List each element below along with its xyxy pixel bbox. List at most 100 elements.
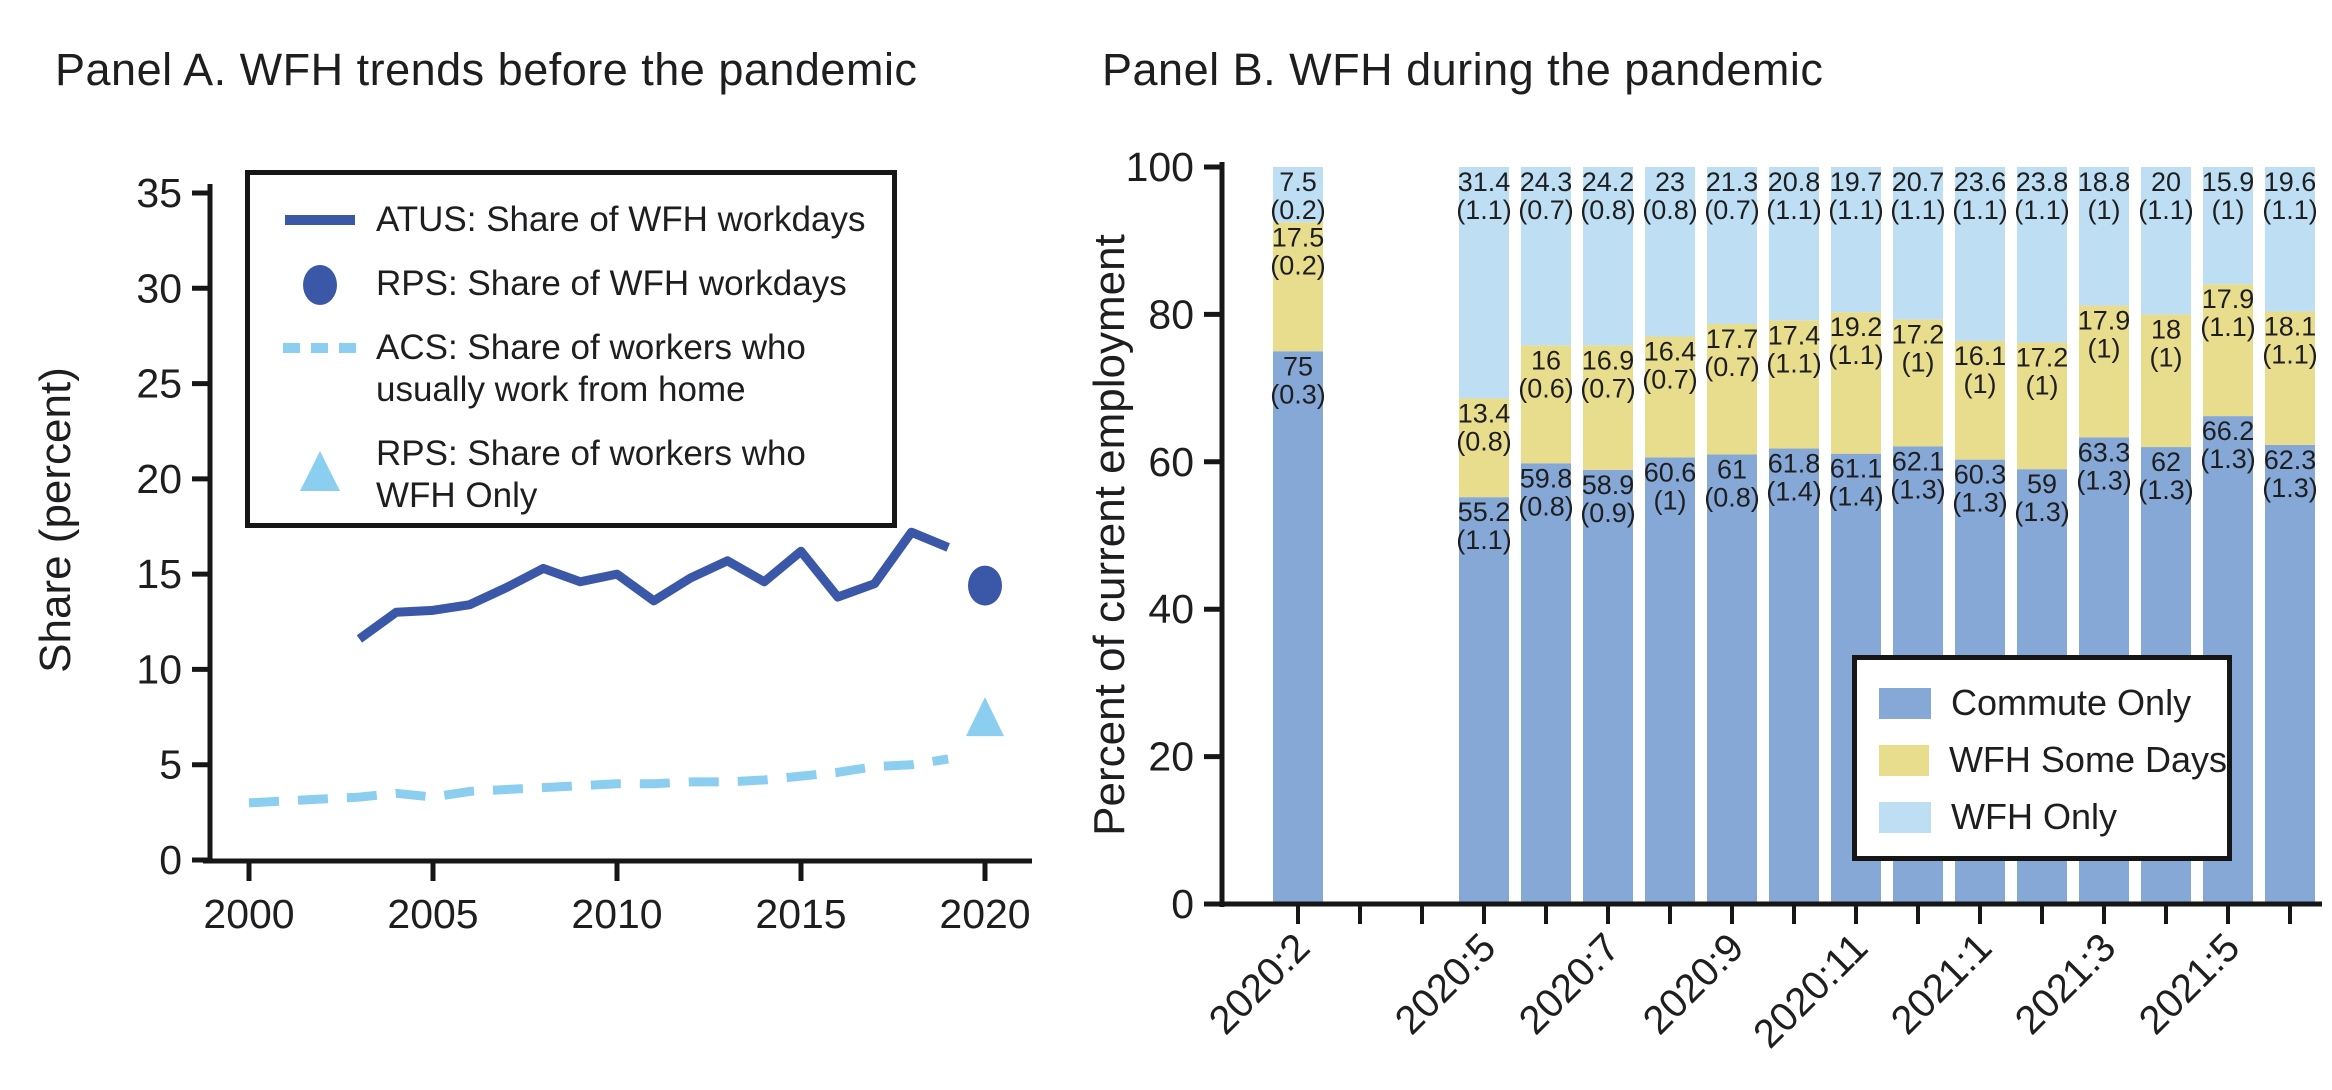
panel-b-x-tick-label: 2020:7 <box>1511 925 1629 1043</box>
bar-value-label: 58.9 <box>1582 470 1635 500</box>
bar-se-label: (1) <box>1902 348 1935 378</box>
bar-value-label: 62.3 <box>2264 445 2317 475</box>
bar-se-label: (1) <box>2150 342 2183 372</box>
panel-a-title: Panel A. WFH trends before the pandemic <box>55 44 918 95</box>
bar-se-label: (1.4) <box>1766 477 1822 507</box>
bar-se-label: (0.8) <box>1456 426 1512 456</box>
bar-se-label: (0.9) <box>1580 498 1636 528</box>
bar-value-label: 60.3 <box>1954 460 2007 490</box>
legend-item-wfh-some-days: WFH Some Days <box>1879 739 2227 781</box>
legend-item-commute-only: Commute Only <box>1879 682 2227 724</box>
bar-value-label: 31.4 <box>1458 167 1511 197</box>
bar-segment-wfh-some-days <box>1459 398 1509 498</box>
bar-value-label: 17.7 <box>1706 324 1759 354</box>
panel-a-y-tick-label: 0 <box>159 837 182 883</box>
bar-se-label: (1) <box>2212 195 2245 225</box>
bar-value-label: 19.7 <box>1830 167 1883 197</box>
bar-se-label: (0.8) <box>1580 195 1636 225</box>
legend-item-atus: ATUS: Share of WFH workdays <box>264 199 882 241</box>
bar-value-label: 16 <box>1531 345 1561 375</box>
bar-segment-wfh-some-days <box>1645 336 1695 458</box>
panel-b-title: Panel B. WFH during the pandemic <box>1102 44 1824 95</box>
panel-a-y-tick-label: 15 <box>136 551 182 597</box>
panel-b-y-tick-label: 60 <box>1148 439 1194 485</box>
panel-b-y-tick-label: 80 <box>1148 291 1194 337</box>
panel-a-y-tick-label: 25 <box>136 361 182 407</box>
bar-se-label: (1) <box>2088 334 2121 364</box>
bar-value-label: 23.8 <box>2016 167 2069 197</box>
bar-segment-wfh-some-days <box>1521 345 1571 464</box>
bar-segment-wfh-some-days <box>2017 342 2067 470</box>
bar-value-label: 63.3 <box>2078 437 2131 467</box>
bar-value-label: 13.4 <box>1458 398 1511 428</box>
bar-value-label: 66.2 <box>2202 416 2255 446</box>
rps-circle-marker <box>968 565 1002 606</box>
panel-a-x-tick-label: 2015 <box>755 891 846 937</box>
bar-se-label: (0.2) <box>1270 250 1326 280</box>
bar-value-label: 61.1 <box>1830 454 1883 484</box>
bar-value-label: 17.2 <box>2016 342 2069 372</box>
bar-se-label: (1.1) <box>2200 312 2256 342</box>
bar-value-label: 20.7 <box>1892 167 1945 197</box>
legend-item-label: WFH Only <box>1951 796 2117 837</box>
bar-segment-wfh-some-days <box>1707 323 1757 455</box>
panel-b-x-tick-label: 2020:11 <box>1745 925 1876 1056</box>
bar-segment-commute-only <box>1273 351 1323 904</box>
bar-se-label: (0.8) <box>1704 482 1760 512</box>
bar-segment-wfh-some-days <box>1831 312 1881 454</box>
bar-segment-wfh-some-days <box>1893 319 1943 447</box>
bar-value-label: 17.9 <box>2202 284 2255 314</box>
bar-segment-commute-only <box>1769 448 1819 904</box>
bar-value-label: 18.8 <box>2078 167 2131 197</box>
bar-se-label: (0.7) <box>1518 195 1574 225</box>
panel-a-y-tick-label: 30 <box>136 265 182 311</box>
bar-value-label: 17.4 <box>1768 320 1821 350</box>
bar-value-label: 15.9 <box>2202 167 2255 197</box>
legend-item-rps-circle: RPS: Share of WFH workdays <box>264 263 882 305</box>
panel-a-x-tick-label: 2000 <box>203 891 294 937</box>
legend-item-label: WFH Only <box>376 476 538 515</box>
bar-value-label: 16.9 <box>1582 345 1635 375</box>
bar-se-label: (1) <box>1964 369 1997 399</box>
bar-value-label: 17.2 <box>1892 320 1945 350</box>
bar-value-label: 61.8 <box>1768 449 1821 479</box>
bar-segment-wfh-only <box>1707 167 1757 324</box>
panel-a-y-tick-label: 20 <box>136 456 182 502</box>
panel-b-x-tick-label: 2021:1 <box>1883 925 2001 1043</box>
bar-se-label: (1.1) <box>1890 195 1946 225</box>
bar-se-label: (1.4) <box>1828 482 1884 512</box>
bar-segment-wfh-some-days <box>2265 311 2315 445</box>
bar-segment-wfh-some-days <box>2141 314 2191 448</box>
atus-line <box>356 527 950 643</box>
bar-value-label: 24.3 <box>1520 167 1573 197</box>
panel-b-y-tick-label: 20 <box>1148 734 1194 780</box>
acs-dashed-line <box>248 754 949 808</box>
bar-value-label: 62.1 <box>1892 446 1945 476</box>
legend-item-label: WFH Some Days <box>1948 739 2227 780</box>
bar-se-label: (1.3) <box>1890 474 1946 504</box>
bar-se-label: (1.3) <box>1952 488 2008 518</box>
bar-se-label: (1.1) <box>2262 195 2318 225</box>
bar-value-label: 55.2 <box>1458 497 1511 527</box>
bar-value-label: 59.8 <box>1520 463 1573 493</box>
legend-item-label: ACS: Share of workers who <box>376 328 806 367</box>
bar-se-label: (1.1) <box>2138 195 2194 225</box>
bar-value-label: 24.2 <box>1582 167 1635 197</box>
bar-se-label: (1.1) <box>1766 195 1822 225</box>
bar-se-label: (0.8) <box>1642 195 1698 225</box>
panel-a-y-axis-title: Share (percent) <box>31 367 80 673</box>
bar-segment-wfh-only <box>1831 167 1881 313</box>
panel-a-x-tick-label: 2010 <box>571 891 662 937</box>
bar-value-label: 17.9 <box>2078 306 2131 336</box>
bar-segment-commute-only <box>1707 454 1757 904</box>
bar-se-label: (1.1) <box>2262 339 2318 369</box>
bar-segment-wfh-only <box>2079 167 2129 306</box>
legend-swatch-some-days-icon <box>1879 744 1929 776</box>
bar-se-label: (1.1) <box>1828 195 1884 225</box>
bar-value-label: 59 <box>2027 469 2057 499</box>
bar-value-label: 17.5 <box>1272 222 1325 252</box>
bar-se-label: (1) <box>1654 485 1687 515</box>
panel-b-y-tick-label: 100 <box>1126 144 1194 190</box>
panel-a-y-tick-label: 35 <box>136 170 182 216</box>
